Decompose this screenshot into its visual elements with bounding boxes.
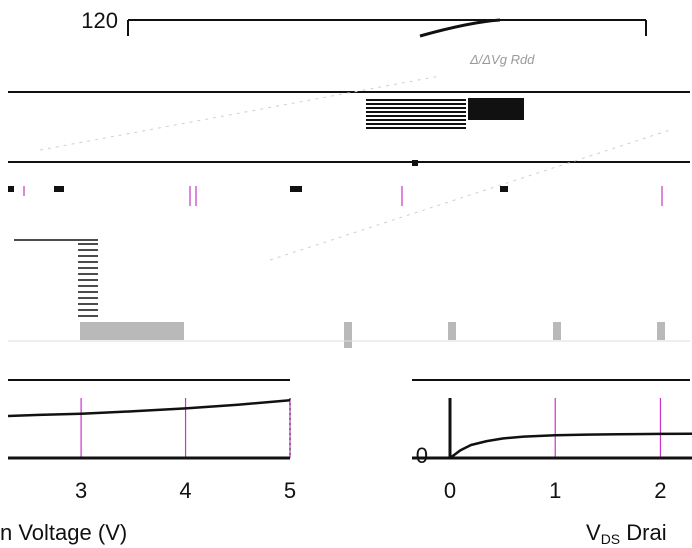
x-tick-label: 3 [75,478,87,503]
series-group [7,399,291,418]
y-tick-labels: 120 [81,8,118,33]
x-tick-label: 0 [444,478,456,503]
x-axis-title-left: n Voltage (V) [0,520,127,545]
series-line [7,399,291,418]
x-tick-label: 1 [549,478,561,503]
axes [412,398,692,460]
x-tick-label: 4 [179,478,191,503]
y-tick-labels: 0 [416,443,428,468]
x-tick-label: 5 [284,478,296,503]
series-line [449,432,692,460]
chart-panel-left: 3 4 5 120 n Voltage (V) [0,8,296,545]
grid-lines [80,398,291,458]
faint-annotation: Δ/ΔVg Rdd [469,52,535,67]
axes [8,398,291,460]
artifact-band [8,75,690,381]
x-axis-title-subscript: DS [601,531,620,547]
top-frame: Δ/ΔVg Rdd [127,18,647,67]
y-tick-label: 0 [416,443,428,468]
x-axis-title-right: VDS Drai [586,520,667,547]
chart-panel-right: 0 1 2 0 VDS Drai [412,398,692,547]
x-tick-label: 2 [654,478,666,503]
grid-lines [449,398,662,458]
x-tick-labels: 0 1 2 [444,478,667,503]
x-tick-labels: 3 4 5 [75,478,296,503]
x-axis-title-main: V [586,520,601,545]
x-axis-title-rest: Drai [620,520,666,545]
series-group [449,432,692,460]
y-tick-label: 120 [81,8,118,33]
